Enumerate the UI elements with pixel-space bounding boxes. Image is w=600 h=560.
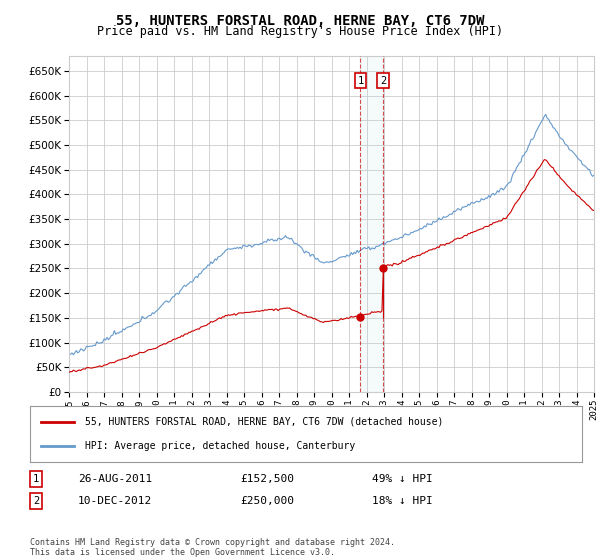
Bar xyxy=(361,56,383,392)
Text: 2: 2 xyxy=(380,76,386,86)
Text: 55, HUNTERS FORSTAL ROAD, HERNE BAY, CT6 7DW: 55, HUNTERS FORSTAL ROAD, HERNE BAY, CT6… xyxy=(116,14,484,28)
Text: Price paid vs. HM Land Registry's House Price Index (HPI): Price paid vs. HM Land Registry's House … xyxy=(97,25,503,38)
Text: 10-DEC-2012: 10-DEC-2012 xyxy=(78,496,152,506)
Text: 55, HUNTERS FORSTAL ROAD, HERNE BAY, CT6 7DW (detached house): 55, HUNTERS FORSTAL ROAD, HERNE BAY, CT6… xyxy=(85,417,443,427)
Text: Contains HM Land Registry data © Crown copyright and database right 2024.
This d: Contains HM Land Registry data © Crown c… xyxy=(30,538,395,557)
Text: HPI: Average price, detached house, Canterbury: HPI: Average price, detached house, Cant… xyxy=(85,441,355,451)
Text: 18% ↓ HPI: 18% ↓ HPI xyxy=(372,496,433,506)
Text: £250,000: £250,000 xyxy=(240,496,294,506)
Text: 2: 2 xyxy=(33,496,39,506)
Text: £152,500: £152,500 xyxy=(240,474,294,484)
Text: 49% ↓ HPI: 49% ↓ HPI xyxy=(372,474,433,484)
Text: 1: 1 xyxy=(33,474,39,484)
Text: 26-AUG-2011: 26-AUG-2011 xyxy=(78,474,152,484)
Text: 1: 1 xyxy=(357,76,364,86)
